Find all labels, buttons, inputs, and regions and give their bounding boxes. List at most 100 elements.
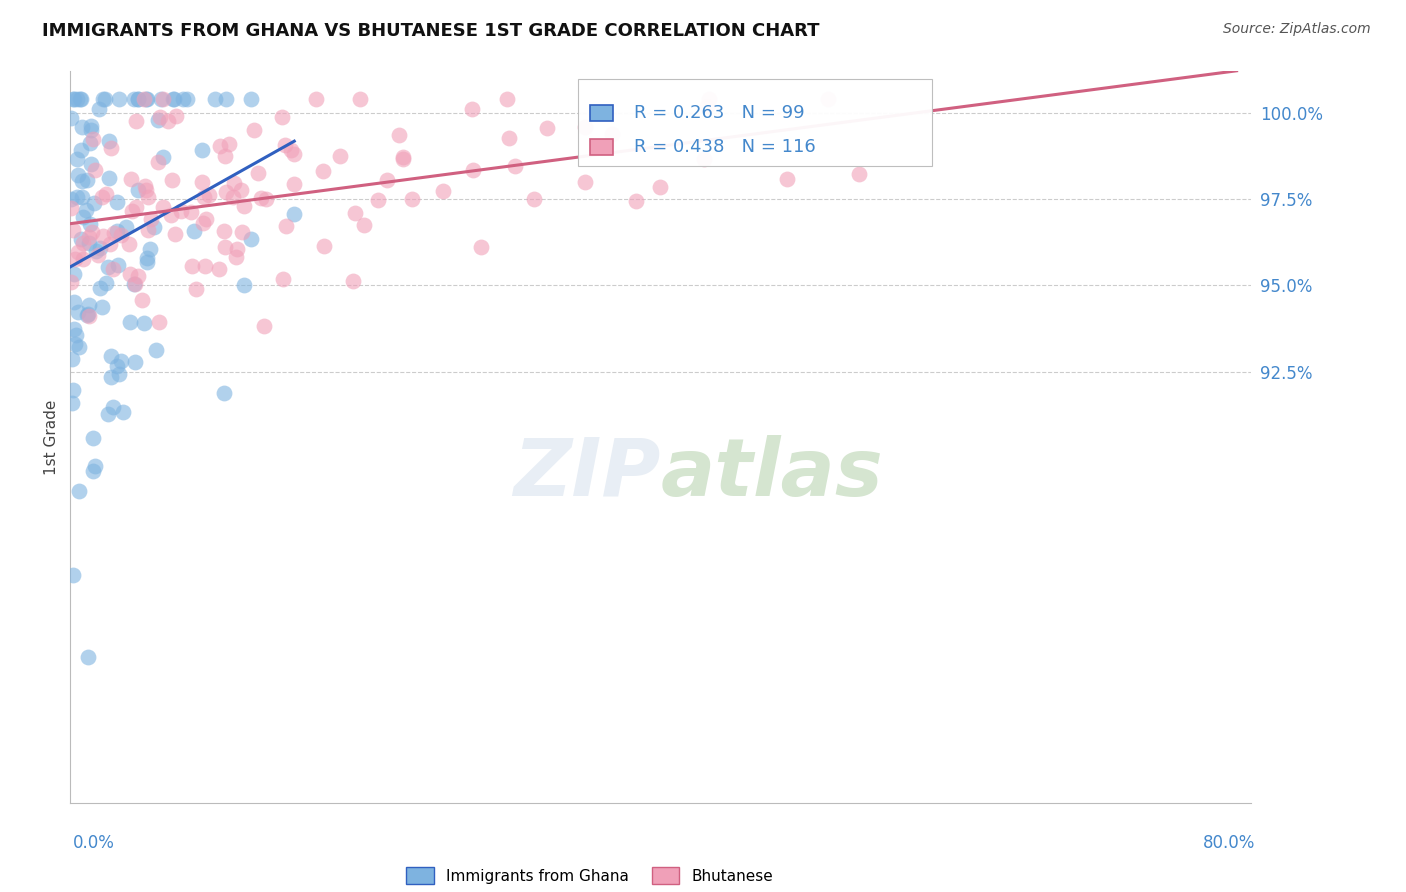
Point bbox=[80, 225, 103, 239]
Point bbox=[215, 92, 238, 106]
Point bbox=[83, 459, 105, 474]
Point bbox=[87, 102, 110, 116]
Point bbox=[76, 172, 98, 186]
Text: Source: ZipAtlas.com: Source: ZipAtlas.com bbox=[1223, 22, 1371, 37]
Point bbox=[165, 109, 187, 123]
Point bbox=[82, 464, 104, 478]
Point bbox=[817, 92, 839, 106]
Point bbox=[222, 190, 245, 204]
Point bbox=[62, 568, 84, 582]
Point bbox=[60, 352, 83, 367]
Point bbox=[180, 204, 202, 219]
Point bbox=[97, 171, 120, 186]
Point bbox=[108, 92, 131, 106]
Point bbox=[239, 232, 262, 246]
Point bbox=[214, 240, 236, 254]
Point bbox=[329, 149, 352, 163]
Point bbox=[79, 120, 101, 134]
Point bbox=[461, 102, 484, 116]
Point bbox=[776, 171, 799, 186]
Point bbox=[91, 92, 114, 106]
Point bbox=[496, 92, 519, 106]
Point bbox=[127, 183, 149, 197]
Point bbox=[214, 149, 236, 163]
Point bbox=[67, 304, 90, 318]
Point bbox=[125, 201, 148, 215]
Point bbox=[305, 92, 328, 106]
Point bbox=[124, 114, 146, 128]
Point bbox=[101, 401, 124, 415]
Point bbox=[77, 310, 100, 324]
Point bbox=[67, 340, 90, 354]
Point bbox=[70, 120, 93, 134]
FancyBboxPatch shape bbox=[591, 105, 613, 121]
Point bbox=[120, 267, 142, 281]
Point bbox=[69, 92, 91, 106]
Point bbox=[231, 225, 253, 239]
Point bbox=[342, 274, 364, 288]
Point bbox=[103, 226, 125, 240]
Point bbox=[150, 92, 173, 106]
Point bbox=[247, 166, 270, 180]
Text: atlas: atlas bbox=[661, 434, 883, 513]
Text: R = 0.263   N = 99: R = 0.263 N = 99 bbox=[634, 104, 804, 122]
Point bbox=[145, 343, 167, 357]
Point bbox=[70, 190, 93, 204]
Point bbox=[75, 203, 97, 218]
Point bbox=[67, 245, 90, 260]
Point bbox=[229, 183, 252, 197]
Point bbox=[470, 240, 492, 254]
Point bbox=[72, 236, 94, 251]
Point bbox=[107, 259, 129, 273]
Point bbox=[65, 252, 87, 267]
Point bbox=[176, 92, 198, 106]
Point bbox=[110, 354, 132, 368]
Point bbox=[122, 92, 145, 106]
Point bbox=[87, 248, 110, 262]
Point bbox=[100, 141, 122, 155]
Point bbox=[243, 123, 266, 137]
Point bbox=[225, 250, 247, 264]
Point bbox=[574, 120, 596, 134]
Point bbox=[208, 262, 231, 277]
Point bbox=[503, 159, 526, 173]
Point bbox=[66, 152, 89, 166]
Point bbox=[127, 269, 149, 284]
Point bbox=[107, 224, 129, 238]
Point bbox=[353, 218, 375, 232]
Point bbox=[225, 243, 247, 257]
Point bbox=[62, 383, 84, 397]
Point bbox=[191, 216, 214, 230]
Point bbox=[375, 172, 398, 186]
Point bbox=[79, 217, 101, 231]
Point bbox=[98, 236, 121, 251]
Point bbox=[233, 278, 256, 293]
Point bbox=[401, 192, 423, 206]
Point bbox=[283, 147, 305, 161]
Point bbox=[271, 272, 294, 286]
Point bbox=[94, 276, 117, 290]
Point bbox=[136, 92, 159, 106]
Point bbox=[66, 190, 89, 204]
Point bbox=[77, 236, 100, 251]
Point bbox=[280, 143, 302, 157]
Legend: Immigrants from Ghana, Bhutanese: Immigrants from Ghana, Bhutanese bbox=[401, 862, 779, 890]
Point bbox=[163, 92, 186, 106]
Point bbox=[160, 208, 183, 222]
Point bbox=[273, 138, 295, 153]
Point bbox=[191, 143, 214, 157]
Point bbox=[146, 154, 169, 169]
Point bbox=[69, 92, 91, 106]
Point bbox=[96, 186, 118, 201]
Point bbox=[648, 180, 671, 194]
Point bbox=[139, 243, 162, 257]
Point bbox=[314, 239, 336, 253]
Point bbox=[146, 113, 169, 128]
Point bbox=[498, 130, 520, 145]
Point bbox=[135, 255, 157, 269]
Point bbox=[214, 223, 236, 237]
Point bbox=[70, 143, 93, 157]
Point bbox=[135, 251, 157, 265]
Point bbox=[77, 229, 100, 244]
Point bbox=[388, 128, 411, 142]
